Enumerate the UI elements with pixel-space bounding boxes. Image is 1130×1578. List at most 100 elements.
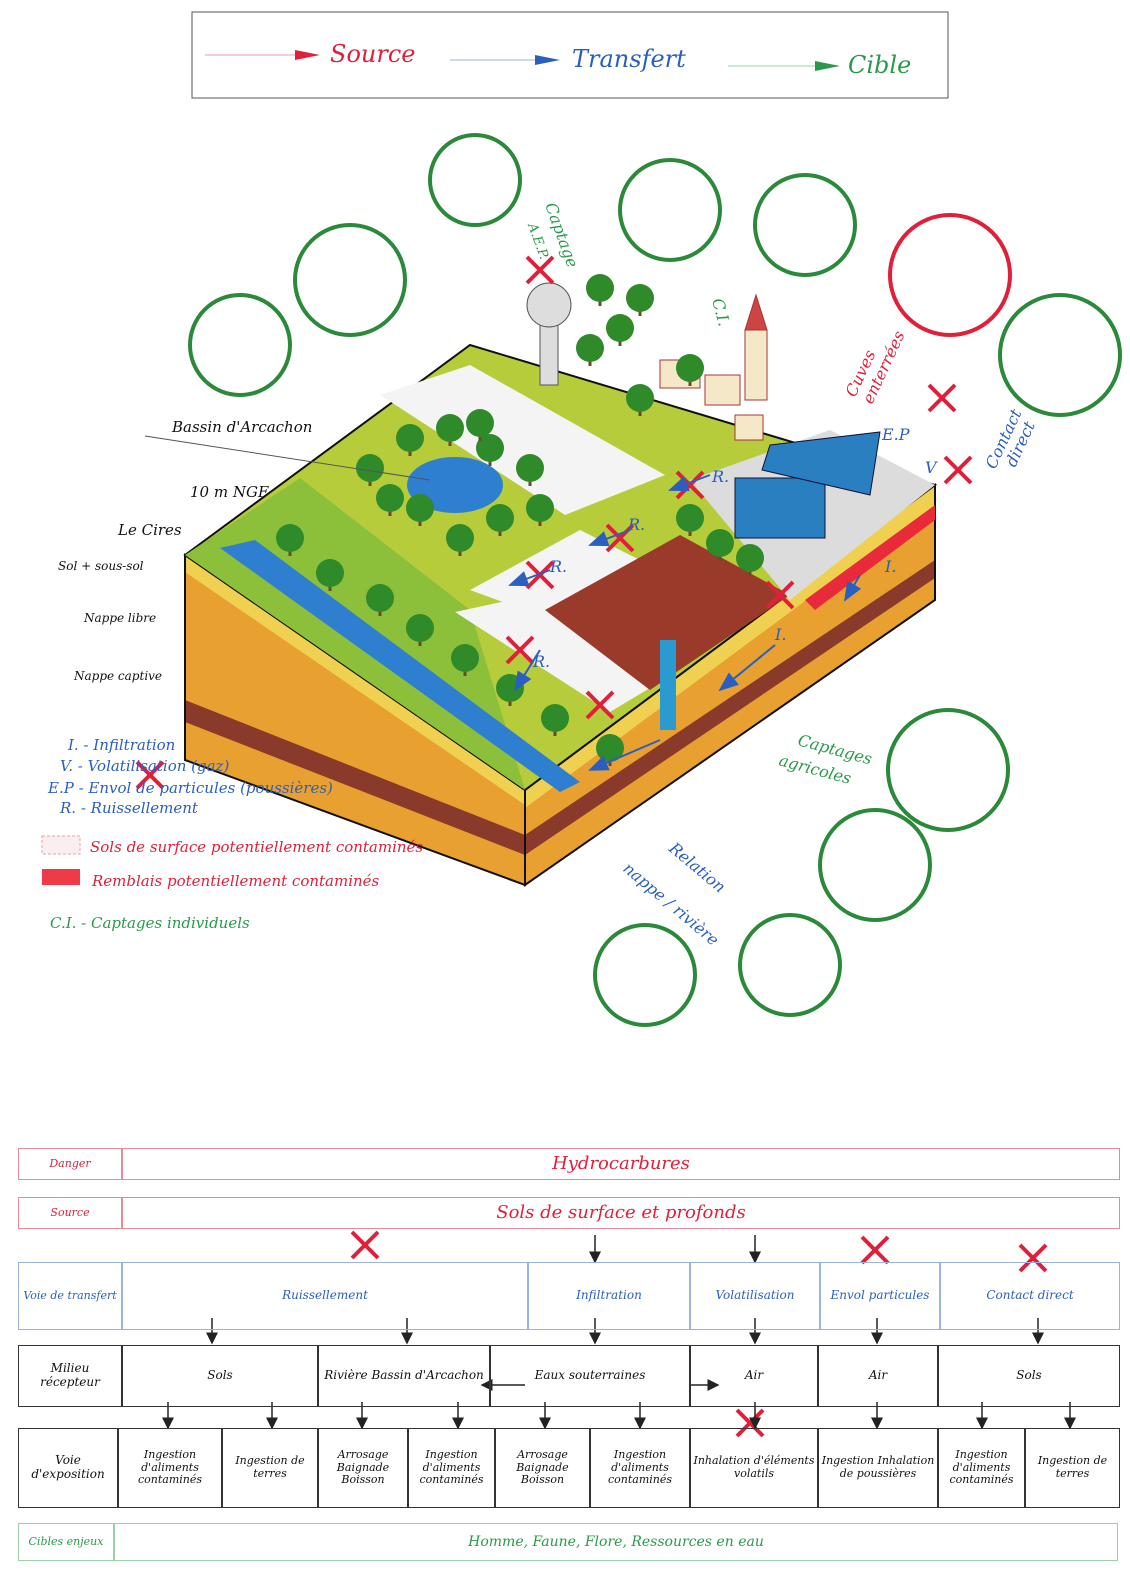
page: Schéma conceptuel { "legend": {"source":… bbox=[0, 0, 1130, 1578]
receptor-cell: Eaux souterraines bbox=[490, 1345, 690, 1407]
target-circle bbox=[755, 175, 855, 275]
left-label: Sol + sous-sol bbox=[58, 559, 144, 573]
key-item: R. - Ruissellement bbox=[59, 799, 199, 817]
exposure-cell: Ingestion d'aliments contaminés bbox=[118, 1428, 222, 1508]
annotation: R. bbox=[549, 557, 567, 576]
key-item: E.P - Envol de particules (poussières) bbox=[47, 779, 333, 797]
tree bbox=[706, 529, 734, 557]
row-label: Voie de transfert bbox=[18, 1262, 122, 1330]
tree bbox=[316, 559, 344, 587]
targets-value: Homme, Faune, Flore, Ressources en eau bbox=[114, 1523, 1118, 1561]
exposure-cell: Ingestion Inhalation de poussières bbox=[818, 1428, 938, 1508]
tree bbox=[396, 424, 424, 452]
building bbox=[735, 478, 825, 538]
tree bbox=[436, 414, 464, 442]
key-swatch bbox=[42, 836, 80, 854]
left-label: Bassin d'Arcachon bbox=[171, 418, 312, 436]
target-circle bbox=[295, 225, 405, 335]
tree bbox=[446, 524, 474, 552]
tree bbox=[676, 354, 704, 382]
target-circle bbox=[595, 925, 695, 1025]
annotation: R. bbox=[711, 467, 729, 486]
receptor-cell: Sols bbox=[938, 1345, 1120, 1407]
transfer-cell: Ruissellement bbox=[122, 1262, 528, 1330]
exposure-cell: Ingestion d'aliments contaminés bbox=[408, 1428, 495, 1508]
legend-source: Source bbox=[330, 40, 415, 68]
target-circle bbox=[888, 710, 1008, 830]
receptor-cell: Rivière Bassin d'Arcachon bbox=[318, 1345, 490, 1407]
tree bbox=[516, 454, 544, 482]
target-circle bbox=[890, 215, 1010, 335]
key-item: V. - Volatilisation (gaz) bbox=[60, 757, 229, 775]
key-item: C.I. - Captages individuels bbox=[50, 914, 250, 932]
tree bbox=[606, 314, 634, 342]
legend-cible: Cible bbox=[848, 51, 911, 79]
target-circle bbox=[430, 135, 520, 225]
tree bbox=[541, 704, 569, 732]
annotation: I. bbox=[774, 625, 786, 644]
tree bbox=[576, 334, 604, 362]
exposure-cell: Arrosage Baignade Boisson bbox=[318, 1428, 408, 1508]
transfer-cell: Infiltration bbox=[528, 1262, 690, 1330]
left-label: Le Cires bbox=[117, 521, 182, 539]
tree bbox=[276, 524, 304, 552]
row-label: Source bbox=[18, 1197, 122, 1229]
tree bbox=[406, 494, 434, 522]
cross bbox=[527, 257, 553, 283]
exposure-cell: Ingestion d'aliments contaminés bbox=[938, 1428, 1025, 1508]
tree bbox=[486, 504, 514, 532]
row-label: Cibles enjeux bbox=[18, 1523, 114, 1561]
diagram: Source Transfert Cible bbox=[0, 0, 1130, 1578]
left-label: 10 m NGF bbox=[190, 483, 269, 501]
annotation: A.E.P. bbox=[524, 220, 551, 261]
tree bbox=[626, 284, 654, 312]
exposure-cell: Arrosage Baignade Boisson bbox=[495, 1428, 590, 1508]
transfer-cell: Contact direct bbox=[940, 1262, 1120, 1330]
tree bbox=[356, 454, 384, 482]
target-circle bbox=[620, 160, 720, 260]
tree bbox=[526, 494, 554, 522]
key-item: Sols de surface potentiellement contamin… bbox=[90, 838, 423, 856]
legend-arrow bbox=[295, 50, 320, 60]
page-body: Source Transfert Cible bbox=[0, 0, 1130, 1578]
legend-transfert: Transfert bbox=[572, 45, 686, 73]
tree bbox=[676, 504, 704, 532]
key-swatch bbox=[42, 869, 80, 885]
exposure-cell: Inhalation d'éléments volatils bbox=[690, 1428, 818, 1508]
annotation: R. bbox=[627, 515, 645, 534]
target-circle bbox=[820, 810, 930, 920]
key-item: Remblais potentiellement contaminés bbox=[91, 872, 380, 890]
annotation: E.P bbox=[881, 425, 910, 444]
water-tower bbox=[527, 283, 571, 327]
annotation: R. bbox=[532, 652, 550, 671]
receptor-cell: Air bbox=[818, 1345, 938, 1407]
annotation: Captage bbox=[541, 200, 582, 270]
annotation: Relation bbox=[665, 838, 730, 897]
cross bbox=[352, 1232, 378, 1258]
tree bbox=[376, 484, 404, 512]
transfer-cell: Volatilisation bbox=[690, 1262, 820, 1330]
tree bbox=[451, 644, 479, 672]
exposure-cell: Ingestion de terres bbox=[1025, 1428, 1120, 1508]
target-circle bbox=[740, 915, 840, 1015]
tree bbox=[586, 274, 614, 302]
tree bbox=[406, 614, 434, 642]
target-circle bbox=[1000, 295, 1120, 415]
target-circle bbox=[190, 295, 290, 395]
danger-value: Hydrocarbures bbox=[122, 1148, 1120, 1180]
tree bbox=[626, 384, 654, 412]
exposure-cell: Ingestion de terres bbox=[222, 1428, 318, 1508]
tree bbox=[496, 674, 524, 702]
receptor-cell: Sols bbox=[122, 1345, 318, 1407]
annotation: I. bbox=[884, 557, 896, 576]
tree bbox=[366, 584, 394, 612]
left-label: Nappe captive bbox=[73, 669, 162, 683]
exposure-cell: Ingestion d'aliments contaminés bbox=[590, 1428, 690, 1508]
cross bbox=[929, 385, 955, 411]
cross bbox=[945, 457, 971, 483]
well bbox=[660, 640, 676, 730]
row-label: Milieu récepteur bbox=[18, 1345, 122, 1407]
tree bbox=[736, 544, 764, 572]
source-value: Sols de surface et profonds bbox=[122, 1197, 1120, 1229]
key-item: I. - Infiltration bbox=[67, 736, 175, 754]
